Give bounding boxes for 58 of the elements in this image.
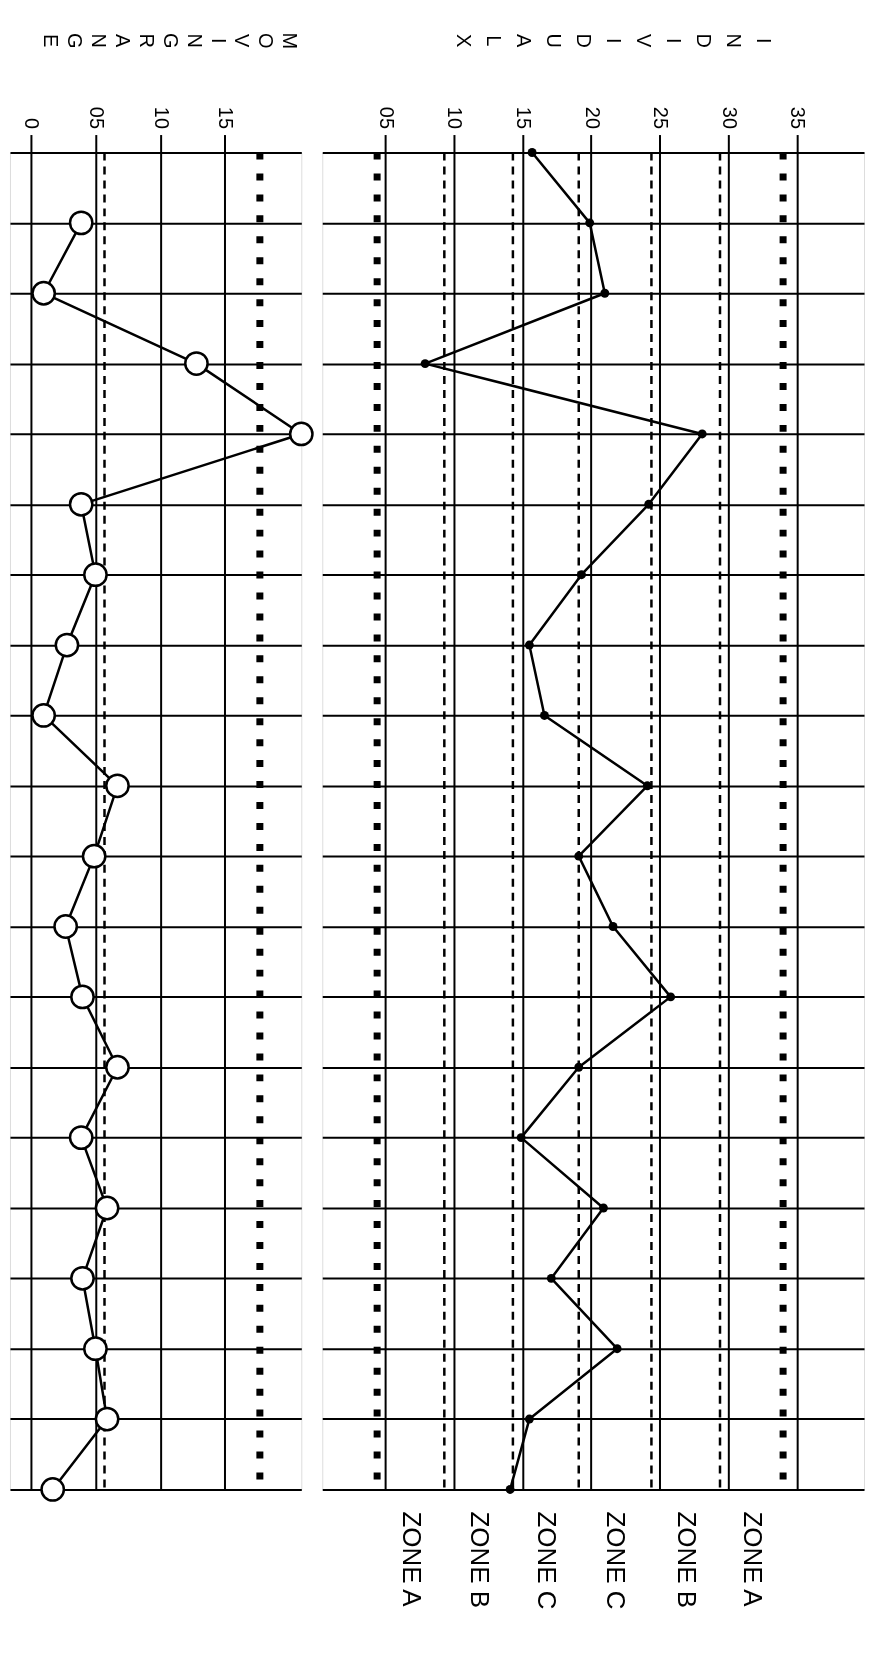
point	[585, 218, 595, 228]
x-tick-label: 30	[718, 106, 741, 130]
point	[546, 1273, 556, 1283]
x-tick-label: 15	[513, 106, 536, 130]
point	[288, 421, 314, 447]
point	[527, 148, 537, 157]
x-tick-label: 20	[581, 106, 604, 130]
point	[94, 1406, 120, 1432]
point	[642, 781, 652, 791]
point	[577, 570, 586, 580]
point	[31, 703, 57, 728]
text: ZONE A	[738, 1511, 767, 1608]
point	[505, 1484, 515, 1494]
point	[70, 1265, 95, 1291]
point	[516, 1133, 526, 1143]
text: ZONE A	[397, 1511, 426, 1608]
x-tick-label: 05	[85, 106, 108, 130]
point	[68, 210, 94, 236]
x-tick-label: 25	[650, 106, 673, 130]
text: ZONE B	[465, 1511, 494, 1608]
point	[644, 499, 654, 509]
text: ZONE C	[532, 1511, 561, 1610]
x-tick-label: 10	[150, 106, 173, 130]
point	[574, 1062, 584, 1072]
point	[598, 1203, 608, 1213]
point	[68, 1125, 94, 1150]
x-tick-label: 15	[215, 106, 238, 130]
point	[54, 632, 80, 658]
point	[697, 429, 707, 439]
point	[31, 280, 57, 306]
point	[53, 914, 79, 939]
point	[666, 992, 676, 1002]
point	[81, 843, 107, 869]
x-tick-label: 10	[444, 106, 467, 130]
point	[574, 851, 584, 861]
point	[420, 359, 430, 369]
x-tick-label: 05	[375, 106, 398, 130]
point	[94, 1195, 120, 1221]
point	[40, 1477, 66, 1502]
text: MOVING RANGE	[39, 32, 302, 50]
point	[68, 491, 94, 517]
point	[83, 1336, 108, 1362]
point	[524, 640, 534, 650]
point	[83, 562, 108, 588]
point	[105, 1054, 130, 1080]
point	[600, 288, 610, 298]
point	[539, 710, 549, 720]
point	[612, 1344, 622, 1354]
point	[105, 773, 130, 799]
text: ZONE C	[602, 1511, 631, 1610]
x-tick-label: 0	[21, 117, 44, 130]
point	[184, 351, 209, 376]
text: INDIVIDUAL X	[453, 33, 775, 48]
point	[70, 984, 95, 1010]
x-tick-label: 35	[787, 106, 810, 130]
text: ZONE B	[672, 1511, 701, 1608]
point	[524, 1414, 534, 1424]
point	[608, 922, 618, 931]
